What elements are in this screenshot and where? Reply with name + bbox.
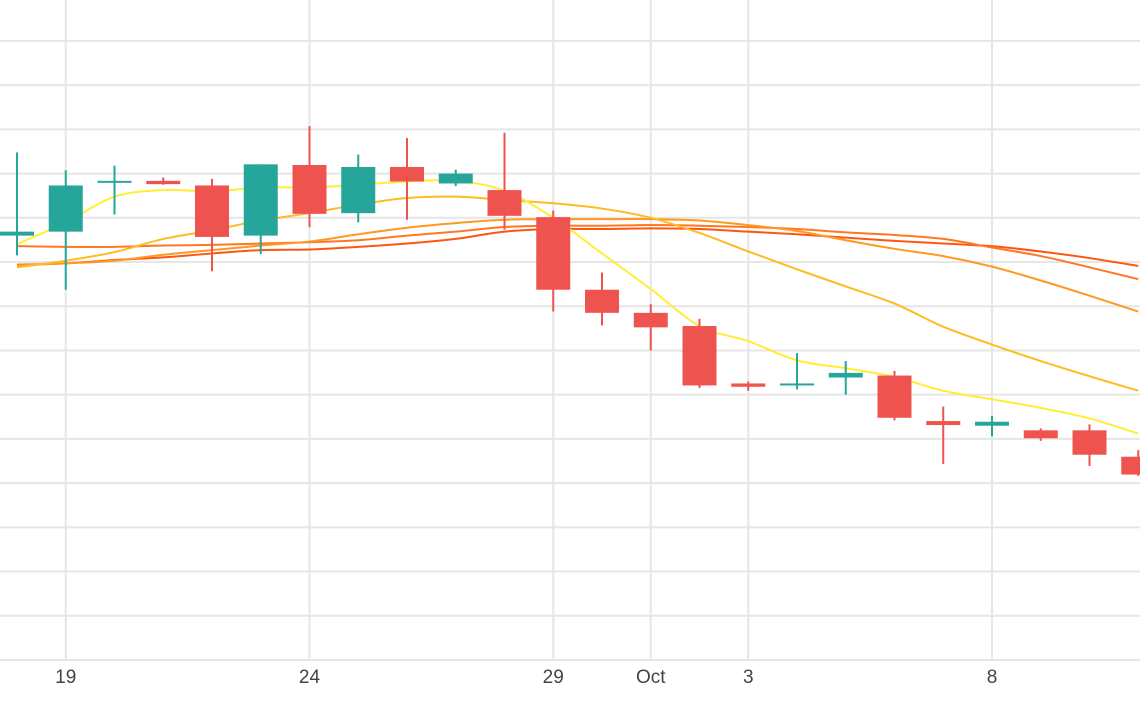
candle (146, 178, 180, 185)
x-axis-tick-labels: 192429Oct3813 (55, 667, 1140, 688)
candle-body-down (731, 383, 765, 386)
candle-body-up (49, 185, 83, 231)
candle (878, 371, 912, 421)
x-tick-label: 29 (543, 667, 564, 688)
x-tick-label: 8 (987, 667, 998, 688)
candle-body-down (878, 376, 912, 418)
moving-average-line-3 (17, 219, 1138, 311)
candle (634, 304, 668, 350)
candle (244, 164, 278, 254)
candle (1073, 424, 1107, 466)
candle-body-down (1121, 457, 1140, 475)
candle (975, 416, 1009, 436)
candle (293, 126, 327, 227)
candle (439, 170, 473, 187)
candle-body-down (390, 167, 424, 182)
candle-body-up (780, 383, 814, 385)
candle-body-up (0, 232, 34, 236)
gridlines (0, 0, 1140, 660)
candle (488, 133, 522, 230)
candle (49, 170, 83, 289)
candle-body-down (683, 326, 717, 385)
candle-body-down (585, 290, 619, 313)
candle-body-down (488, 190, 522, 216)
candle-body-down (1073, 430, 1107, 454)
candle (195, 179, 229, 271)
candle-body-down (634, 313, 668, 328)
candle (1121, 450, 1140, 476)
candle (926, 407, 960, 464)
candle (731, 381, 765, 390)
candle-body-down (146, 181, 180, 184)
candle-body-up (975, 422, 1009, 426)
candle-body-down (1024, 430, 1058, 438)
candle-body-up (244, 164, 278, 235)
x-tick-label: Oct (636, 667, 666, 688)
candle-body-down (536, 217, 570, 290)
x-tick-label: 24 (299, 667, 321, 688)
candle (536, 211, 570, 312)
candle (341, 154, 375, 222)
candle (683, 319, 717, 388)
x-tick-label: 19 (55, 667, 76, 688)
candle-body-up (98, 181, 132, 183)
candle (390, 138, 424, 220)
candle-body-up (439, 174, 473, 184)
x-tick-label: 3 (743, 667, 754, 688)
candle-body-down (293, 165, 327, 214)
candle (780, 353, 814, 389)
candle-body-up (341, 167, 375, 213)
candle-body-up (829, 373, 863, 378)
candle (585, 273, 619, 326)
candle-body-down (195, 185, 229, 236)
candles (0, 126, 1140, 476)
candle-body-down (926, 421, 960, 425)
